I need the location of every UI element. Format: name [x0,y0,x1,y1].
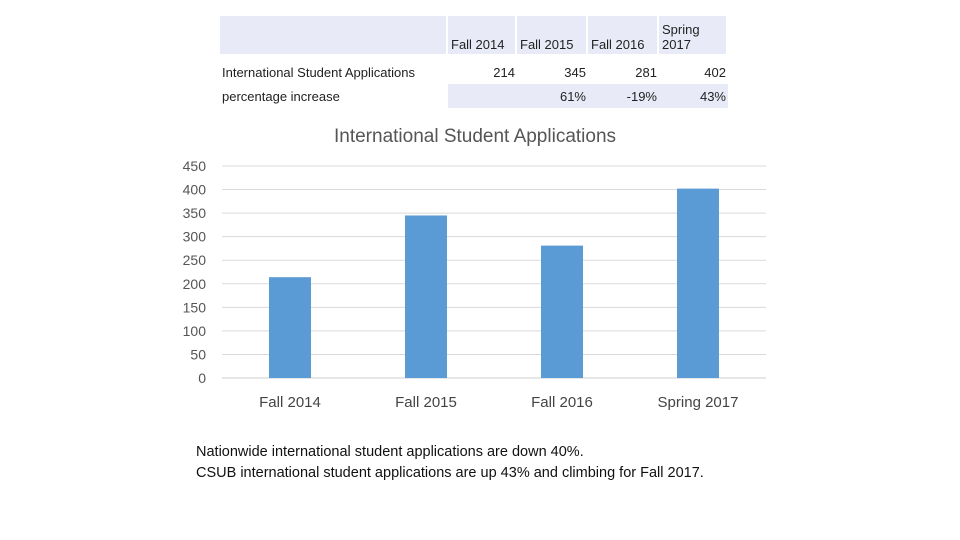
table-cell: 281 [635,64,657,80]
notes: Nationwide international student applica… [196,442,704,484]
table-header-row: Fall 2014 Fall 2015 Fall 2016 Spring 201… [220,16,728,54]
table-header-cell: Fall 2014 [448,16,517,54]
data-table: Fall 2014 Fall 2015 Fall 2016 Spring 201… [220,16,728,108]
table-header-cell: Fall 2015 [517,16,588,54]
note-line: Nationwide international student applica… [196,444,584,460]
table-cell: 402 [704,64,726,80]
y-tick-label: 400 [183,182,207,198]
table-header-cell: Spring 2017 [659,16,728,54]
table-corner [220,16,448,54]
x-tick-label: Fall 2015 [395,394,457,411]
y-tick-label: 450 [183,158,207,174]
table-cell: 345 [564,64,586,80]
table-cell: 43% [659,84,728,108]
y-tick-label: 350 [183,205,207,221]
x-tick-label: Fall 2016 [531,394,593,411]
table-row: percentage increase 61% -19% 43% [220,84,728,108]
table-cell: -19% [588,84,659,108]
y-tick-label: 250 [183,252,207,268]
y-tick-label: 0 [198,370,206,386]
table-cell [448,84,517,108]
y-tick-label: 100 [183,323,207,339]
table-row-label: International Student Applications [222,64,415,80]
note-line: CSUB international student applications … [196,465,704,481]
y-tick-label: 300 [183,229,207,245]
bar [541,245,583,378]
table-row: International Student Applications 214 3… [220,60,728,84]
bar [269,277,311,378]
y-tick-label: 50 [190,346,206,362]
x-tick-label: Fall 2014 [259,394,321,411]
bar [405,215,447,378]
table-cell: 214 [493,64,515,80]
y-tick-label: 150 [183,299,207,315]
table-row-label: percentage increase [222,88,340,104]
bar [677,188,719,378]
table-header-cell: Fall 2016 [588,16,659,54]
chart-title: International Student Applications [333,126,617,147]
table-cell: 61% [517,84,588,108]
y-tick-label: 200 [183,276,207,292]
x-tick-label: Spring 2017 [658,394,739,411]
